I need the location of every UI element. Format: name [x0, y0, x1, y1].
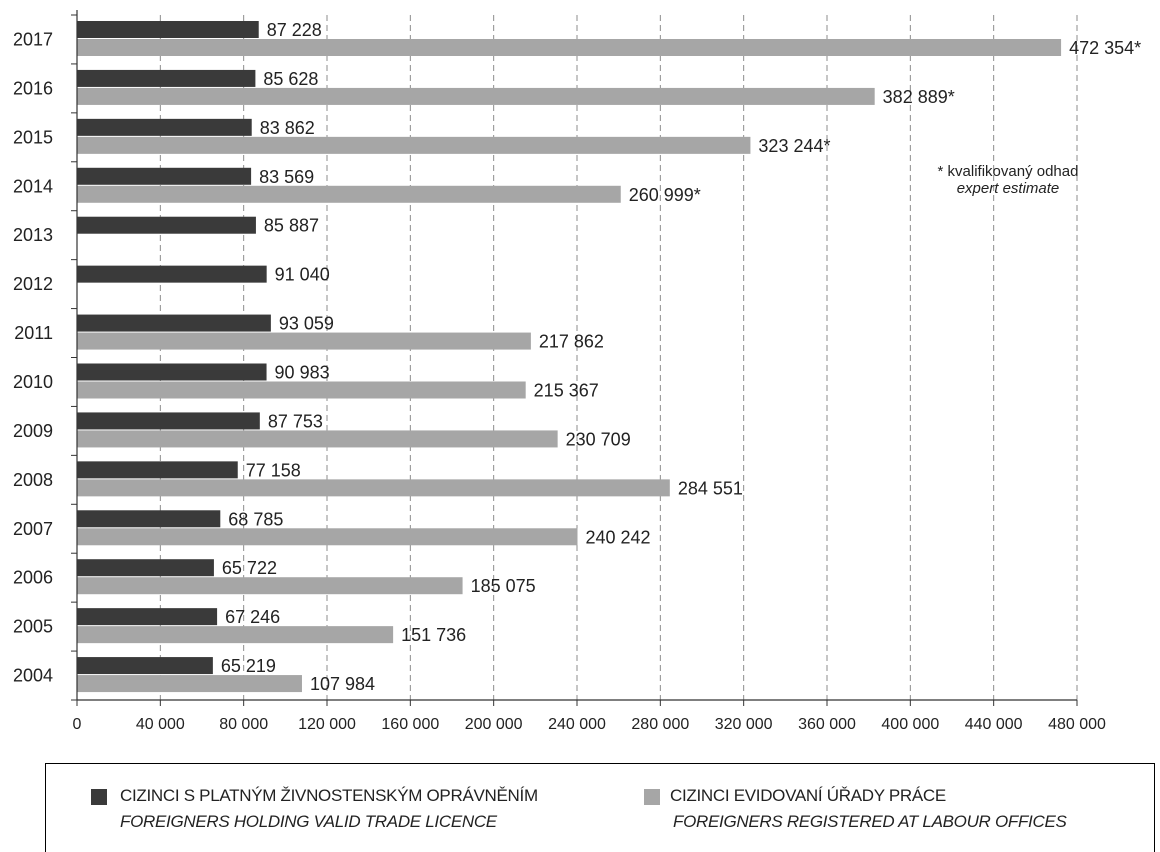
bar-value-label: 230 709 [566, 429, 631, 449]
bar-value-label: 68 785 [228, 509, 283, 529]
x-tick-label: 120 000 [298, 716, 356, 733]
bar-value-label: 77 158 [246, 460, 301, 480]
bar-trade-licence [77, 265, 267, 283]
bar-value-label: 472 354* [1069, 38, 1141, 58]
bar-value-label: 91 040 [275, 265, 330, 285]
legend-label-trade-licence-cz: CIZINCI S PLATNÝM ŽIVNOSTENSKÝM OPRÁVNĚN… [120, 786, 538, 805]
x-tick-label: 360 000 [798, 716, 856, 733]
bar-value-label: 90 983 [275, 363, 330, 383]
bar-trade-licence [77, 461, 238, 479]
bar-trade-licence [77, 608, 218, 626]
x-tick-label: 240 000 [548, 716, 606, 733]
y-tick-label: 2008 [13, 470, 53, 490]
bar-value-label: 215 367 [534, 381, 599, 401]
bar-value-label: 87 753 [268, 411, 323, 431]
bar-value-label: 151 736 [401, 625, 466, 645]
bar-labour-offices [77, 185, 621, 203]
y-tick-label: 2017 [13, 29, 53, 49]
legend-label-labour-offices-en: FOREIGNERS REGISTERED AT LABOUR OFFICES [673, 812, 1067, 831]
x-tick-label: 0 [73, 716, 82, 733]
bar-value-label: 93 059 [279, 314, 334, 334]
bar-trade-licence [77, 118, 252, 136]
bar-labour-offices [77, 528, 578, 546]
x-tick-label: 320 000 [715, 716, 773, 733]
legend-swatch-labour-offices [644, 789, 660, 805]
x-tick-label: 400 000 [881, 716, 939, 733]
bar-trade-licence [77, 510, 221, 528]
bar-labour-offices [77, 87, 875, 105]
y-tick-label: 2016 [13, 78, 53, 98]
x-tick-label: 480 000 [1048, 716, 1106, 733]
bar-value-label: 107 984 [310, 674, 375, 694]
x-tick-label: 200 000 [465, 716, 523, 733]
y-tick-label: 2012 [13, 274, 53, 294]
bar-trade-licence [77, 559, 214, 577]
estimate-note: * kvalifikovaný odhad expert estimate [928, 163, 1088, 197]
y-tick-label: 2009 [13, 421, 53, 441]
y-tick-label: 2005 [13, 617, 53, 637]
bar-value-label: 83 569 [259, 167, 314, 187]
bar-value-label: 65 219 [221, 656, 276, 676]
bar-value-label: 323 244* [758, 136, 830, 156]
y-tick-label: 2007 [13, 519, 53, 539]
bar-labour-offices [77, 430, 558, 448]
bar-trade-licence [77, 216, 256, 234]
x-tick-label: 280 000 [631, 716, 689, 733]
y-tick-label: 2006 [13, 568, 53, 588]
bar-labour-offices [77, 332, 531, 350]
y-tick-label: 2004 [13, 666, 53, 686]
legend-label-labour-offices-cz: CIZINCI EVIDOVANÍ ÚŘADY PRÁCE [670, 786, 946, 805]
bar-value-label: 65 722 [222, 558, 277, 578]
bar-value-label: 87 228 [267, 20, 322, 40]
bar-labour-offices [77, 577, 463, 595]
legend-label-trade-licence-en: FOREIGNERS HOLDING VALID TRADE LICENCE [120, 812, 497, 831]
bar-trade-licence [77, 412, 260, 430]
y-tick-label: 2010 [13, 372, 53, 392]
x-tick-label: 440 000 [965, 716, 1023, 733]
y-tick-label: 2011 [14, 323, 53, 343]
bar-value-label: 85 628 [263, 69, 318, 89]
bar-trade-licence [77, 167, 252, 185]
bar-trade-licence [77, 69, 256, 87]
bar-trade-licence [77, 657, 213, 675]
bar-labour-offices [77, 39, 1062, 56]
x-tick-label: 40 000 [136, 716, 185, 733]
legend-swatch-trade-licence [91, 789, 107, 805]
y-tick-label: 2013 [13, 225, 53, 245]
bar-value-label: 284 551 [678, 478, 743, 498]
bar-trade-licence [77, 363, 267, 381]
bar-value-label: 185 075 [471, 576, 536, 596]
note-line-cz: * kvalifikovaný odhad [937, 163, 1079, 180]
bar-labour-offices [77, 675, 302, 693]
bar-trade-licence [77, 21, 259, 38]
bar-value-label: 85 887 [264, 216, 319, 236]
bar-labour-offices [77, 381, 526, 399]
chart-legend: CIZINCI S PLATNÝM ŽIVNOSTENSKÝM OPRÁVNĚN… [45, 763, 1155, 852]
bar-value-label: 83 862 [260, 118, 315, 138]
bar-value-label: 260 999* [629, 185, 701, 205]
x-tick-label: 160 000 [381, 716, 439, 733]
note-line-en: expert estimate [956, 180, 1060, 197]
bar-trade-licence [77, 314, 271, 332]
bar-value-label: 382 889* [883, 87, 955, 107]
bar-labour-offices [77, 136, 751, 154]
bar-value-label: 67 246 [225, 607, 280, 627]
bar-chart: 2017 87 228 472 354* 2016 85 628 382 889* 2015… [13, 10, 1141, 733]
bar-labour-offices [77, 479, 670, 497]
bar-value-label: 240 242 [586, 527, 651, 547]
bar-labour-offices [77, 626, 394, 644]
bar-value-label: 217 862 [539, 332, 604, 352]
y-tick-label: 2015 [13, 127, 53, 147]
y-tick-label: 2014 [13, 176, 53, 196]
x-tick-label: 80 000 [219, 716, 268, 733]
